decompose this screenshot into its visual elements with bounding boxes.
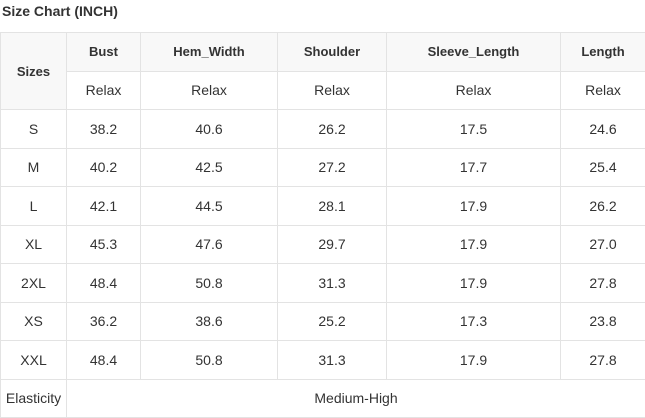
value-cell: 38.2	[67, 110, 141, 149]
value-cell: 45.3	[67, 225, 141, 264]
column-header: Hem_Width	[141, 33, 278, 72]
size-cell: XXL	[1, 341, 67, 380]
value-cell: 42.5	[141, 148, 278, 187]
sizes-header: Sizes	[1, 33, 67, 110]
value-cell: 27.0	[561, 225, 645, 264]
value-cell: 17.9	[387, 341, 561, 380]
value-cell: 40.6	[141, 110, 278, 149]
column-header: Sleeve_Length	[387, 33, 561, 72]
value-cell: 48.4	[67, 264, 141, 303]
value-cell: 27.2	[278, 148, 387, 187]
value-cell: 48.4	[67, 341, 141, 380]
subheader-row: Relax Relax Relax Relax Relax	[1, 71, 645, 110]
size-cell: S	[1, 110, 67, 149]
value-cell: 36.2	[67, 302, 141, 341]
size-chart-table: Sizes Bust Hem_Width Shoulder Sleeve_Len…	[0, 32, 645, 418]
value-cell: 29.7	[278, 225, 387, 264]
value-cell: 17.3	[387, 302, 561, 341]
size-cell: L	[1, 187, 67, 226]
header-row: Sizes Bust Hem_Width Shoulder Sleeve_Len…	[1, 33, 645, 72]
value-cell: 42.1	[67, 187, 141, 226]
value-cell: 31.3	[278, 264, 387, 303]
elasticity-row: Elasticity Medium-High	[1, 379, 645, 418]
subheader: Relax	[67, 71, 141, 110]
value-cell: 50.8	[141, 264, 278, 303]
column-header: Length	[561, 33, 645, 72]
value-cell: 31.3	[278, 341, 387, 380]
value-cell: 17.9	[387, 187, 561, 226]
value-cell: 27.8	[561, 264, 645, 303]
value-cell: 47.6	[141, 225, 278, 264]
value-cell: 25.2	[278, 302, 387, 341]
size-cell: XL	[1, 225, 67, 264]
subheader: Relax	[278, 71, 387, 110]
value-cell: 28.1	[278, 187, 387, 226]
value-cell: 17.5	[387, 110, 561, 149]
value-cell: 24.6	[561, 110, 645, 149]
value-cell: 44.5	[141, 187, 278, 226]
value-cell: 38.6	[141, 302, 278, 341]
subheader: Relax	[141, 71, 278, 110]
size-cell: XS	[1, 302, 67, 341]
value-cell: 17.7	[387, 148, 561, 187]
subheader: Relax	[561, 71, 645, 110]
value-cell: 17.9	[387, 264, 561, 303]
page-title: Size Chart (INCH)	[2, 3, 118, 19]
column-header: Bust	[67, 33, 141, 72]
value-cell: 40.2	[67, 148, 141, 187]
column-header: Shoulder	[278, 33, 387, 72]
value-cell: 23.8	[561, 302, 645, 341]
value-cell: 26.2	[278, 110, 387, 149]
elasticity-label: Elasticity	[1, 379, 67, 418]
value-cell: 27.8	[561, 341, 645, 380]
value-cell: 26.2	[561, 187, 645, 226]
value-cell: 50.8	[141, 341, 278, 380]
value-cell: 17.9	[387, 225, 561, 264]
elasticity-value: Medium-High	[67, 379, 645, 418]
size-cell: 2XL	[1, 264, 67, 303]
subheader: Relax	[387, 71, 561, 110]
size-cell: M	[1, 148, 67, 187]
value-cell: 25.4	[561, 148, 645, 187]
